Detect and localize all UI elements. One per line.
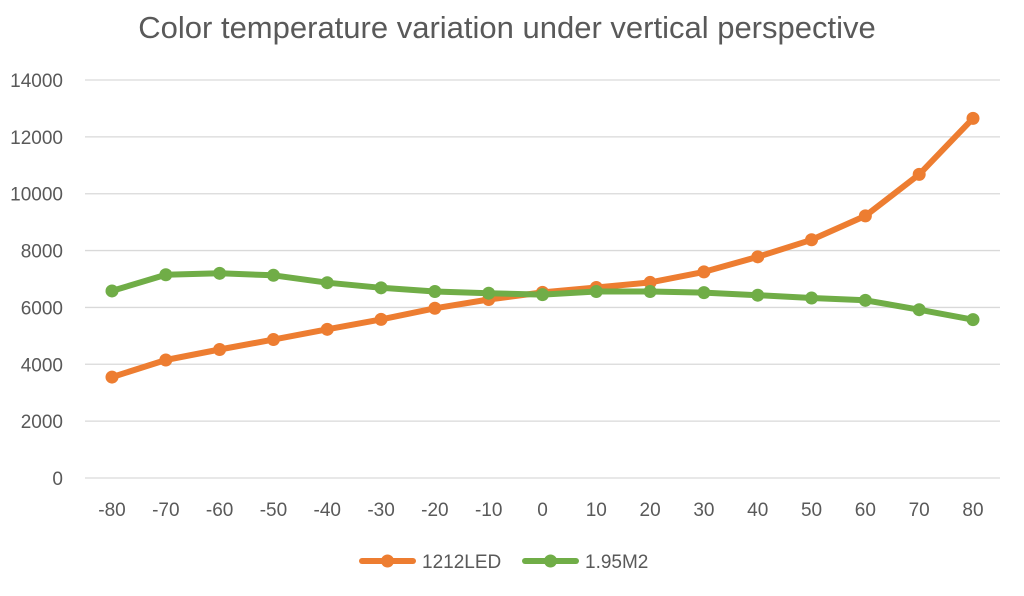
- data-point: [805, 233, 819, 247]
- x-tick-label: -10: [475, 500, 502, 521]
- data-point: [105, 284, 119, 298]
- data-point: [374, 281, 388, 295]
- data-point: [320, 322, 334, 336]
- data-point: [482, 286, 496, 300]
- data-point: [159, 353, 173, 367]
- legend-item-1212LED: 1212LED: [359, 552, 501, 573]
- x-tick-label: 10: [586, 500, 607, 521]
- x-tick-label: -40: [314, 500, 341, 521]
- data-point: [266, 268, 280, 282]
- data-point: [966, 313, 980, 327]
- y-tick-label: 0: [52, 469, 63, 490]
- data-point: [213, 343, 227, 357]
- x-tick-label: 40: [747, 500, 768, 521]
- legend: 1212LED 1.95M2: [359, 552, 648, 573]
- x-tick-label: 0: [537, 500, 548, 521]
- data-point: [428, 301, 442, 315]
- data-point: [589, 285, 603, 299]
- data-point: [266, 333, 280, 347]
- x-tick-label: 50: [801, 500, 822, 521]
- data-point: [643, 275, 657, 289]
- x-axis-tick-labels: -80 -70 -60 -50 -40 -30 -20 -10 0 10 20 30 40 50 60 70 8…: [98, 500, 983, 521]
- x-tick-label: -20: [421, 500, 448, 521]
- data-point: [697, 265, 711, 279]
- legend-label: 1.95M2: [585, 552, 648, 573]
- data-point: [858, 293, 872, 307]
- y-tick-label: 6000: [21, 298, 63, 319]
- x-tick-label: -70: [152, 500, 179, 521]
- data-point: [428, 285, 442, 299]
- x-tick-label: 60: [855, 500, 876, 521]
- y-tick-label: 12000: [10, 128, 63, 149]
- y-tick-label: 8000: [21, 242, 63, 263]
- data-point: [805, 291, 819, 305]
- data-point: [374, 312, 388, 326]
- data-point: [320, 276, 334, 290]
- legend-marker: [381, 554, 394, 568]
- data-point: [536, 288, 549, 302]
- y-tick-label: 10000: [10, 185, 63, 206]
- y-tick-label: 14000: [10, 71, 63, 92]
- series-line: [109, 115, 976, 381]
- data-point: [858, 209, 872, 223]
- x-tick-label: -80: [98, 500, 125, 521]
- data-point: [751, 250, 765, 264]
- series-plot-area: [105, 111, 980, 384]
- legend-item-1.95M2: 1.95M2: [522, 552, 648, 573]
- x-tick-label: -60: [206, 500, 233, 521]
- series-1.95M2: [105, 266, 980, 327]
- x-tick-label: 70: [909, 500, 930, 521]
- data-point: [912, 167, 926, 181]
- x-tick-label: 80: [962, 500, 983, 521]
- x-tick-label: -30: [367, 500, 394, 521]
- y-tick-label: 4000: [21, 355, 63, 376]
- y-axis-tick-labels: 0 2000 4000 6000 8000 10000 12000 14000: [10, 71, 63, 490]
- data-point: [213, 266, 227, 280]
- gridlines: [85, 79, 1000, 479]
- x-tick-label: -50: [260, 500, 287, 521]
- data-point: [912, 303, 926, 317]
- data-point: [751, 288, 765, 302]
- data-point: [643, 285, 657, 299]
- x-tick-label: 30: [693, 500, 714, 521]
- data-point: [966, 111, 980, 125]
- data-point: [105, 370, 119, 384]
- data-point: [697, 286, 711, 300]
- legend-marker: [544, 554, 557, 568]
- legend-label: 1212LED: [422, 552, 501, 573]
- chart-title: Color temperature variation under vertic…: [138, 10, 875, 45]
- y-tick-label: 2000: [21, 412, 63, 433]
- x-tick-label: 20: [640, 500, 661, 521]
- data-point: [159, 268, 173, 282]
- series-1212LED: [105, 111, 980, 384]
